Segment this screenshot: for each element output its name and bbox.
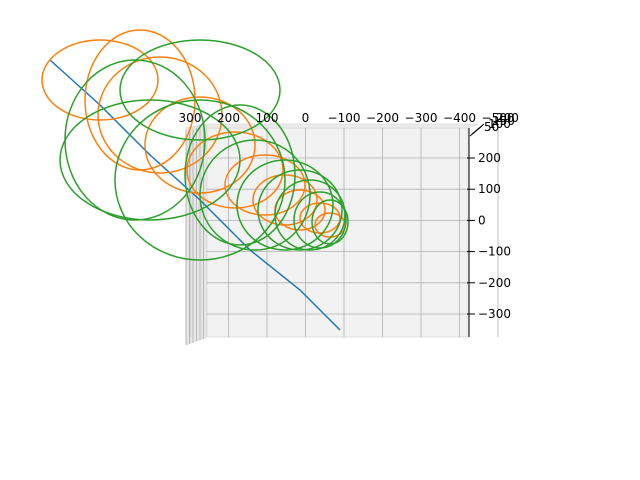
x-tick-label: 100 — [256, 111, 279, 125]
x-tick-label: −400 — [443, 111, 476, 125]
z-tick-label: 200 — [478, 151, 501, 165]
series-loop — [257, 169, 343, 251]
z-tick-label: 100 — [478, 182, 501, 196]
series-loop — [119, 39, 281, 141]
axes — [467, 123, 485, 337]
z-tick-label: −200 — [478, 276, 511, 290]
series-loop — [274, 179, 346, 251]
series-loop — [236, 159, 334, 251]
x-tick-label: −200 — [366, 111, 399, 125]
x-tick-label: −500 — [482, 111, 515, 125]
x-tick-label: 300 — [179, 111, 202, 125]
tick-labels: 300 200 100 0 −100 −200 −300 −400 −5002001000−10… — [179, 111, 519, 321]
series-loop — [59, 99, 241, 221]
depth-tick-label: 50 — [484, 120, 499, 134]
series-loop — [224, 154, 306, 216]
series-loop — [114, 99, 286, 261]
depth-tick-label: 100 — [488, 117, 511, 131]
x-tick-label: −100 — [328, 111, 361, 125]
z-tick-label: 0 — [478, 213, 486, 227]
series-loop — [97, 56, 223, 174]
plot-area — [41, 29, 349, 331]
z-tick-label: −100 — [478, 245, 511, 259]
depth-tick-label: 200 — [496, 111, 519, 125]
depth-tick-label: 150 — [492, 114, 515, 128]
z-tick-label: −300 — [478, 307, 511, 321]
series-loop — [199, 139, 311, 251]
series-loop — [41, 39, 159, 121]
depth-axis-line — [471, 123, 485, 135]
x-tick-label: 0 — [302, 111, 310, 125]
x-tick-label: 200 — [217, 111, 240, 125]
x-tick-label: −300 — [405, 111, 438, 125]
series-loop — [186, 131, 284, 209]
series-loop — [184, 104, 296, 246]
